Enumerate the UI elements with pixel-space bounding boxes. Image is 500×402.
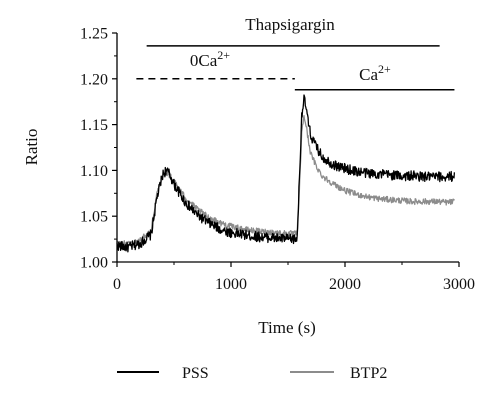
series-line-pss xyxy=(116,94,456,253)
y-tick-label: 1.25 xyxy=(80,26,108,43)
x-tick-label: 2000 xyxy=(329,276,361,293)
x-tick-label: 1000 xyxy=(215,276,247,293)
annotation-label-1: 0Ca2+ xyxy=(190,48,230,70)
annotation-label-2: Ca2+ xyxy=(359,62,391,84)
y-tick-label: 1.15 xyxy=(80,117,108,134)
annotation-label-0: Thapsigargin xyxy=(245,15,335,34)
annotations: Thapsigargin 0Ca2+ Ca2+ xyxy=(136,15,455,91)
y-tick-label: 1.10 xyxy=(80,163,108,180)
x-axis-label: Time (s) xyxy=(258,318,315,337)
y-tick-label: 1.00 xyxy=(80,255,108,272)
x-tick-label: 0 xyxy=(113,276,121,293)
legend-label-btp2: BTP2 xyxy=(350,365,387,382)
legend: PSS BTP2 xyxy=(117,365,387,382)
y-tick-label: 1.05 xyxy=(80,209,108,226)
y-tick-label: 1.20 xyxy=(80,71,108,88)
x-tick-label: 3000 xyxy=(443,276,475,293)
series-line-btp2 xyxy=(116,115,455,248)
axes: 1.00 1.05 1.10 1.15 1.20 1.25 0 1000 2000 3000 xyxy=(80,26,475,294)
plot-area xyxy=(116,94,456,253)
y-axis-label: Ratio xyxy=(22,129,41,166)
legend-label-pss: PSS xyxy=(182,365,209,382)
